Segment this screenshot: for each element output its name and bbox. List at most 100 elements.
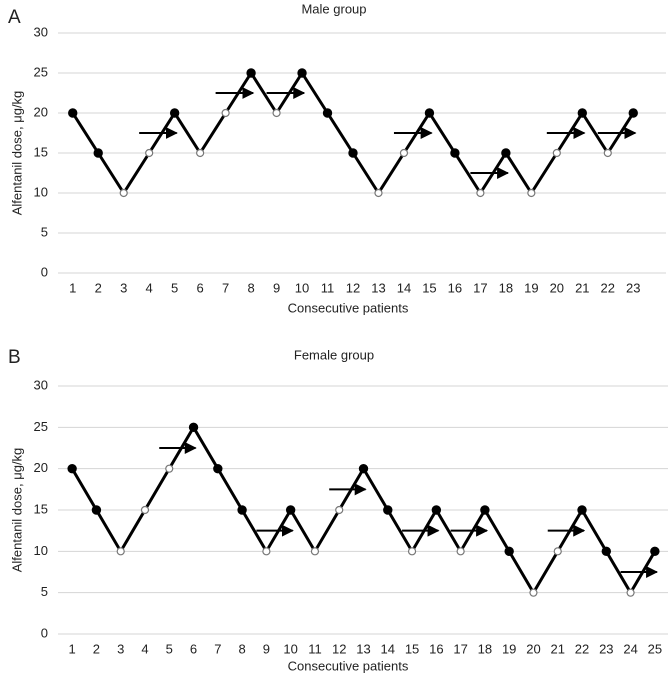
- x-tick-label: 21: [575, 280, 589, 295]
- data-point: [450, 148, 460, 158]
- y-tick-label: 20: [34, 460, 48, 475]
- data-point: [119, 188, 128, 198]
- data-point: [552, 148, 561, 158]
- panel-label: B: [8, 347, 21, 368]
- x-tick-label: 8: [238, 641, 245, 656]
- x-tick-label: 17: [453, 641, 467, 656]
- data-point: [553, 547, 562, 556]
- x-tick-label: 4: [141, 641, 148, 656]
- data-point: [348, 148, 358, 158]
- x-tick-label: 20: [526, 641, 540, 656]
- x-tick-label: 22: [575, 641, 589, 656]
- data-point: [504, 546, 514, 557]
- x-tick-label: 19: [502, 641, 516, 656]
- data-point: [601, 546, 611, 557]
- x-tick-label: 2: [95, 280, 102, 295]
- data-point: [358, 463, 369, 474]
- x-tick-label: 6: [190, 641, 197, 656]
- y-tick-label: 25: [34, 64, 48, 79]
- data-point: [93, 148, 103, 158]
- y-tick-label: 20: [34, 104, 48, 119]
- data-point: [501, 148, 511, 158]
- data-point: [91, 505, 102, 515]
- x-tick-label: 1: [69, 280, 76, 295]
- data-point: [213, 463, 223, 474]
- x-tick-label: 1: [69, 641, 76, 656]
- x-tick-label: 5: [166, 641, 173, 656]
- x-tick-label: 14: [397, 280, 411, 295]
- data-point: [628, 108, 638, 118]
- x-tick-label: 18: [478, 641, 492, 656]
- data-point: [67, 463, 77, 474]
- data-point: [140, 505, 150, 515]
- data-point: [480, 505, 490, 515]
- data-point: [297, 68, 307, 78]
- data-point: [272, 108, 281, 118]
- x-tick-label: 15: [405, 641, 419, 656]
- x-tick-label: 20: [550, 280, 564, 295]
- x-tick-label: 12: [346, 280, 360, 295]
- y-tick-label: 5: [41, 584, 48, 599]
- data-point: [577, 108, 588, 118]
- x-axis-label: Consecutive patients: [288, 300, 409, 315]
- data-point: [456, 547, 465, 556]
- data-point: [626, 588, 635, 597]
- x-tick-label: 9: [263, 641, 270, 656]
- data-point: [407, 547, 417, 556]
- y-axis-label: Alfentanil dose, μg/kg: [9, 448, 24, 573]
- x-tick-label: 5: [171, 280, 178, 295]
- data-point: [424, 108, 435, 118]
- x-tick-label: 2: [93, 641, 100, 656]
- x-axis-label: Consecutive patients: [288, 658, 409, 673]
- data-point: [476, 188, 485, 198]
- x-tick-label: 13: [371, 280, 385, 295]
- data-point: [577, 505, 587, 515]
- x-tick-label: 7: [214, 641, 221, 656]
- data-point: [165, 464, 174, 473]
- x-tick-label: 10: [295, 280, 309, 295]
- y-tick-label: 30: [34, 24, 48, 39]
- x-tick-label: 14: [381, 641, 395, 656]
- data-point: [527, 188, 536, 198]
- x-tick-label: 8: [247, 280, 254, 295]
- x-tick-label: 9: [273, 280, 280, 295]
- x-tick-label: 15: [422, 280, 436, 295]
- x-tick-label: 3: [120, 280, 127, 295]
- x-tick-label: 16: [429, 641, 443, 656]
- x-tick-label: 24: [623, 641, 637, 656]
- data-point: [529, 588, 538, 597]
- data-point: [322, 108, 333, 118]
- data-point: [116, 547, 125, 556]
- chart-title: Male group: [301, 1, 366, 16]
- data-point: [431, 505, 442, 515]
- x-tick-label: 21: [551, 641, 565, 656]
- data-point: [68, 108, 78, 118]
- x-tick-label: 16: [448, 280, 462, 295]
- x-tick-label: 11: [308, 641, 322, 656]
- chart-title: Female group: [294, 347, 374, 362]
- x-tick-label: 12: [332, 641, 346, 656]
- y-tick-label: 10: [34, 184, 48, 199]
- data-point: [285, 505, 296, 515]
- y-tick-label: 5: [41, 224, 48, 239]
- data-point: [237, 505, 247, 515]
- x-tick-label: 13: [356, 641, 370, 656]
- x-tick-label: 18: [499, 280, 513, 295]
- x-tick-label: 7: [222, 280, 229, 295]
- x-tick-label: 23: [626, 280, 640, 295]
- data-point: [603, 148, 612, 158]
- x-tick-label: 22: [601, 280, 615, 295]
- data-point: [650, 546, 660, 557]
- y-tick-label: 10: [34, 543, 48, 558]
- data-point: [221, 108, 230, 118]
- y-tick-label: 25: [34, 419, 48, 434]
- y-tick-label: 15: [34, 144, 48, 159]
- y-axis-label: Alfentanil dose, μg/kg: [9, 91, 24, 216]
- x-tick-label: 6: [197, 280, 204, 295]
- x-tick-label: 3: [117, 641, 124, 656]
- y-tick-label: 0: [41, 625, 48, 640]
- data-point: [169, 108, 180, 118]
- x-tick-label: 19: [524, 280, 538, 295]
- x-tick-label: 10: [283, 641, 297, 656]
